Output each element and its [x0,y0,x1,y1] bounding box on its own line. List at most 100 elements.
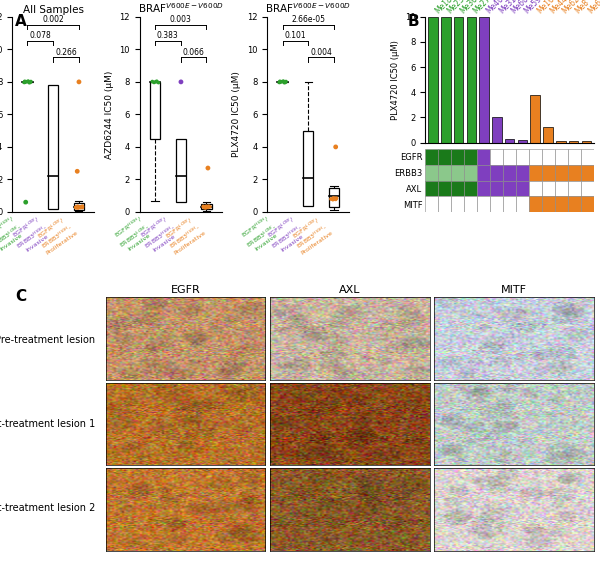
Bar [569,141,578,143]
Bar [464,180,477,196]
Text: 0.003: 0.003 [170,15,191,24]
Bar [516,196,529,212]
Bar [438,196,451,212]
Y-axis label: PLX4720 IC50 (μM): PLX4720 IC50 (μM) [391,40,400,120]
Point [201,203,211,212]
Bar [503,196,516,212]
Title: BRAF$^{V600E-V600D}$: BRAF$^{V600E-V600D}$ [138,1,224,15]
Point [71,203,80,212]
Bar [201,204,212,210]
Point [281,77,291,86]
Bar [581,165,594,180]
Bar [581,149,594,165]
Title: BRAF$^{V600E-V600D}$: BRAF$^{V600E-V600D}$ [265,1,351,15]
Point [75,202,85,211]
Bar [477,149,490,165]
Text: 0.002: 0.002 [42,15,64,24]
Point [77,203,87,212]
Point [328,195,338,204]
Bar [516,165,529,180]
Text: A: A [15,14,27,29]
Bar [451,165,464,180]
Point [20,77,29,86]
Point [71,203,80,212]
Point [331,195,340,204]
Text: 0.383: 0.383 [157,31,179,40]
Point [328,194,338,203]
Bar [503,165,516,180]
Bar [581,196,594,212]
Bar [464,165,477,180]
Bar [505,139,514,143]
Point [277,77,286,86]
Point [205,202,215,211]
Point [330,194,340,203]
Bar [438,149,451,165]
Bar [438,165,451,180]
Bar [464,149,477,165]
Bar [568,165,581,180]
Text: 0.266: 0.266 [55,48,77,57]
Text: 0.066: 0.066 [182,48,205,57]
Bar [48,85,58,210]
Point [201,202,211,211]
Bar [543,128,553,143]
Point [202,202,211,211]
Bar [555,149,568,165]
Bar [303,130,313,206]
Point [203,202,213,211]
Bar [479,17,489,143]
Point [328,194,338,203]
Bar [176,139,186,202]
Text: 0.078: 0.078 [29,31,51,40]
Text: 0.004: 0.004 [310,48,332,57]
Point [22,77,31,86]
Bar [477,196,490,212]
Bar [425,149,438,165]
Point [19,78,29,87]
Bar [74,203,84,210]
Point [278,76,288,85]
Point [76,203,85,212]
Bar [568,196,581,212]
Point [73,167,82,176]
Bar [555,165,568,180]
Y-axis label: AZD6244 IC50 (μM): AZD6244 IC50 (μM) [105,70,114,158]
Bar [542,165,555,180]
Bar [529,149,542,165]
Bar [581,180,594,196]
Bar [556,140,566,143]
Bar [503,149,516,165]
Point [21,198,31,207]
Point [202,202,212,211]
Point [280,78,289,87]
Point [74,203,83,212]
Point [26,77,36,86]
Bar [490,149,503,165]
Point [72,203,82,212]
Point [77,203,86,212]
Point [328,195,338,204]
Bar [516,180,529,196]
Point [73,203,83,212]
Bar [477,165,490,180]
Point [25,78,35,87]
Bar [441,17,451,143]
Point [25,78,34,87]
Point [332,194,341,203]
Bar [329,188,339,207]
Bar [492,117,502,143]
Point [74,202,84,211]
Bar [529,196,542,212]
Text: Pre-treatment lesion: Pre-treatment lesion [0,336,95,345]
Bar [542,149,555,165]
Point [274,78,284,87]
Point [176,78,186,87]
Point [275,77,284,86]
Point [77,202,87,211]
Bar [438,180,451,196]
Point [74,203,83,212]
Point [73,202,83,211]
Point [329,194,339,203]
Bar [555,196,568,212]
